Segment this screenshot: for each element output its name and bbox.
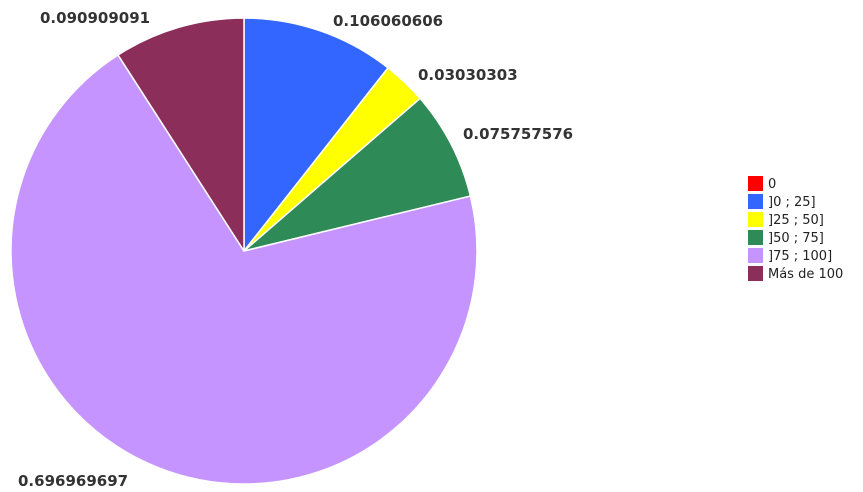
data-label-2: 0.106060606	[333, 12, 443, 30]
pie-slice-4	[243, 97, 472, 252]
legend: 0 ]0 ; 25] ]25 ; 50] ]50 ; 75] ]75 ; 100] Más…	[748, 176, 843, 282]
legend-label-4: ]50 ; 75]	[768, 231, 824, 246]
legend-label-3: ]25 ; 50]	[768, 213, 824, 228]
legend-swatch-2	[748, 194, 763, 209]
pie-data-labels: 0.106060606 0.03030303 0.075757576 0.696969…	[18, 9, 573, 490]
legend-swatch-5	[748, 248, 763, 263]
legend-label-6: Más de 100	[768, 267, 843, 282]
legend-swatch-6	[748, 266, 763, 281]
legend-swatch-4	[748, 230, 763, 245]
legend-swatch-3	[748, 212, 763, 227]
legend-swatch-1	[748, 176, 763, 191]
pie-slice-6	[117, 17, 245, 252]
legend-label-1: 0	[768, 177, 776, 192]
data-label-5: 0.696969697	[18, 472, 128, 490]
legend-label-2: ]0 ; 25]	[768, 195, 816, 210]
legend-label-5: ]75 ; 100]	[768, 249, 832, 264]
pie-slices	[10, 17, 478, 485]
pie-slice-5	[10, 54, 478, 485]
pie-slice-2	[243, 17, 389, 252]
data-label-4: 0.075757576	[463, 125, 573, 143]
data-label-6: 0.090909091	[40, 9, 150, 27]
data-label-3: 0.03030303	[418, 66, 518, 84]
